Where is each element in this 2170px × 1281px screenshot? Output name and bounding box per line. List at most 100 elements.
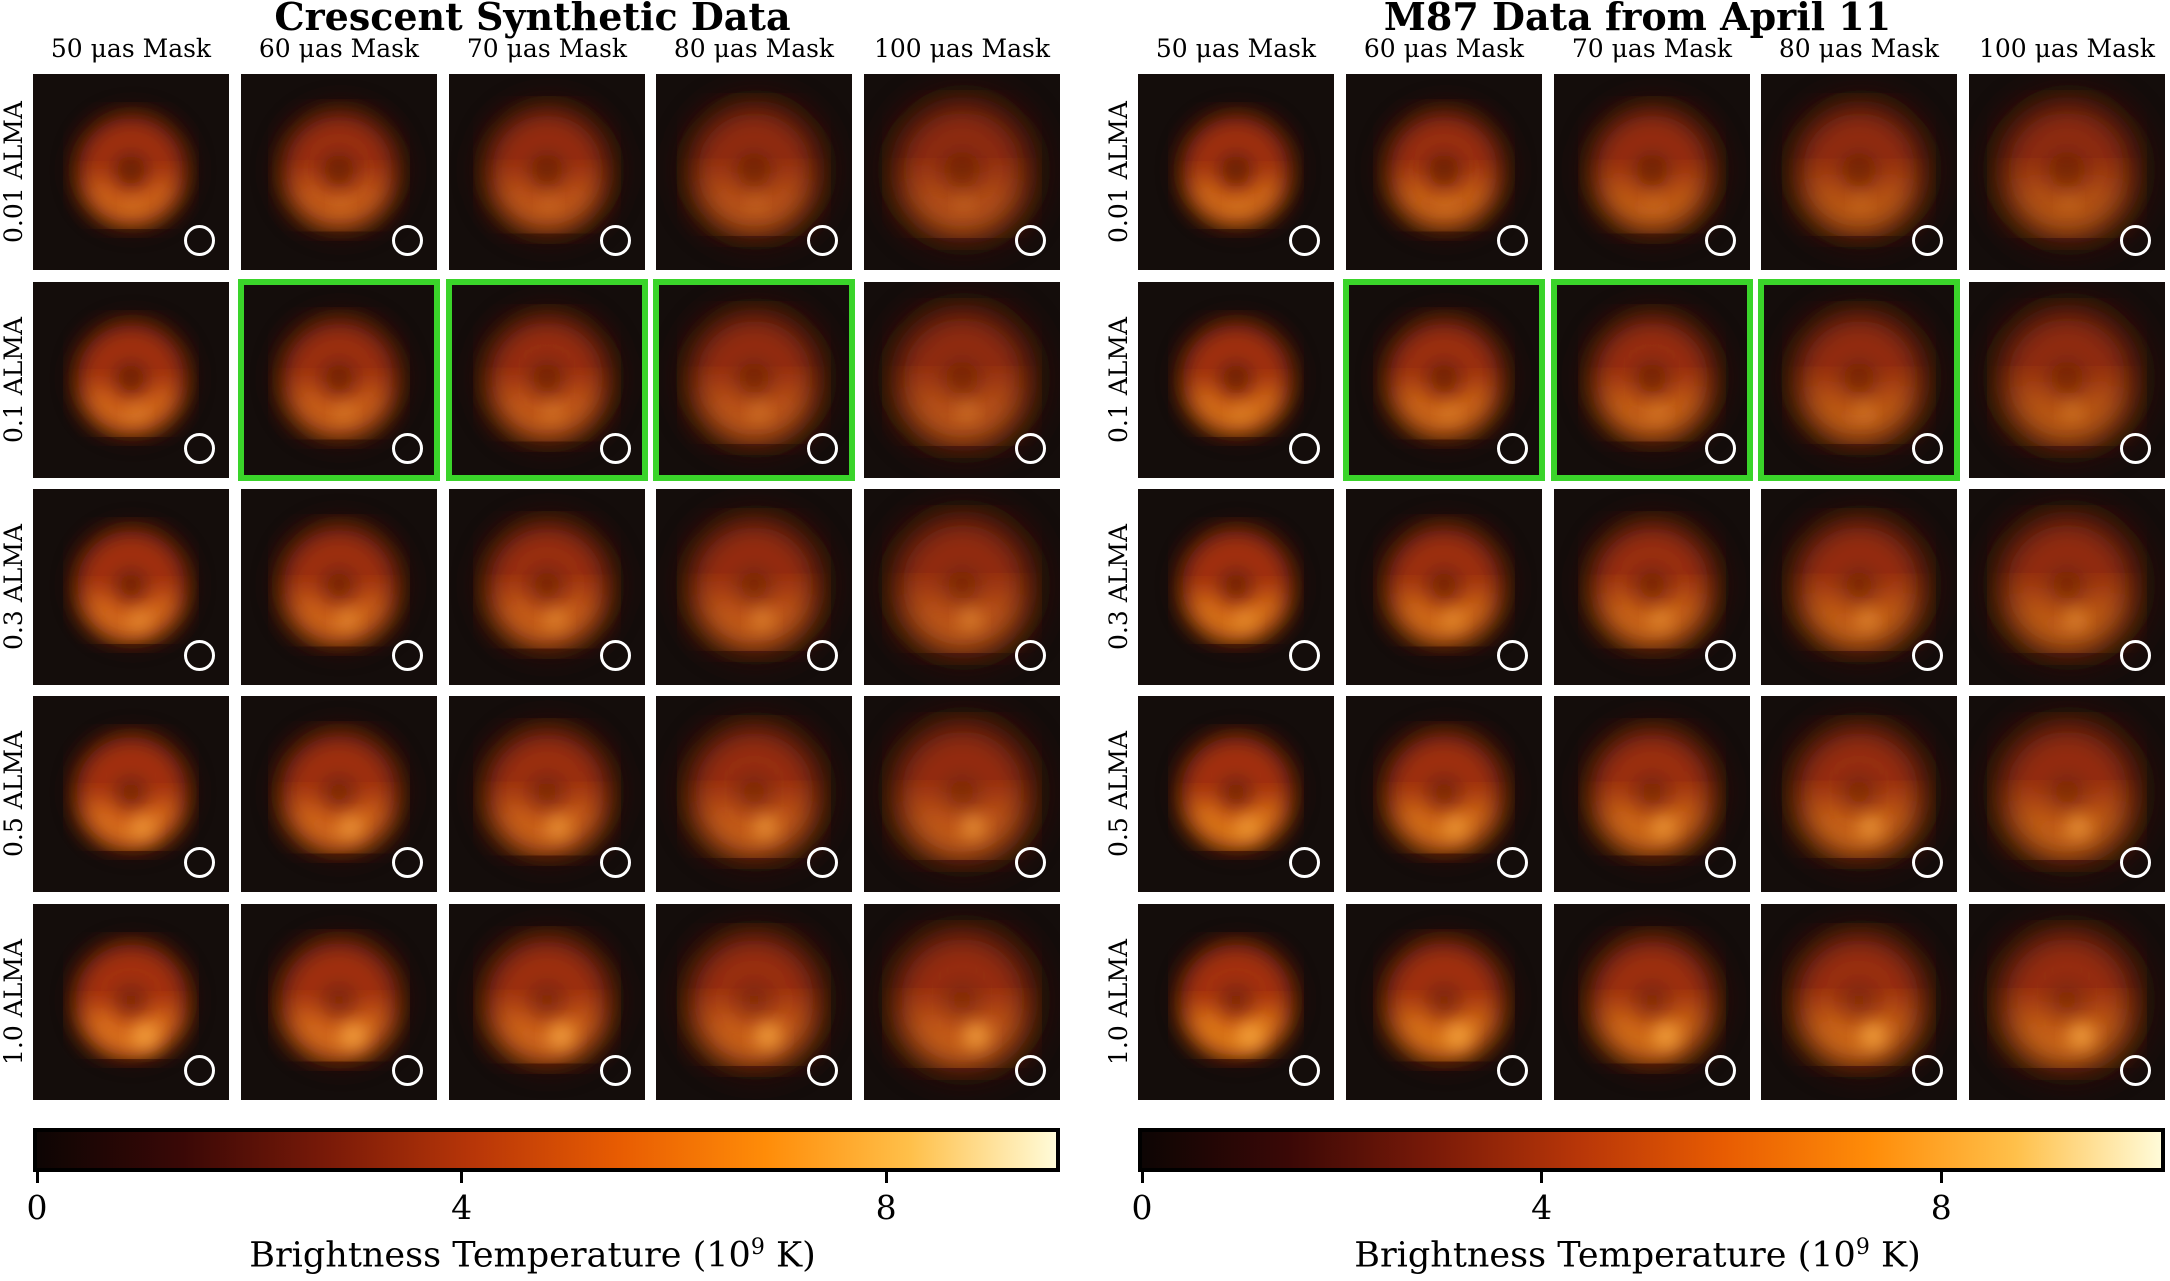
beam-circle-icon [1705,640,1736,671]
image-cell [1761,696,1957,892]
ring-image [1138,282,1334,478]
image-cell [1138,489,1334,685]
beam-circle-icon [1497,640,1528,671]
beam-circle-icon [1497,433,1528,464]
beam-circle-icon [392,640,423,671]
beam-circle-icon [392,433,423,464]
ring-image [1138,74,1334,270]
image-cell [1554,489,1750,685]
image-cell [1554,904,1750,1100]
image-cell [241,489,437,685]
image-cell [864,489,1060,685]
image-cell [1346,74,1542,270]
image-cell [864,696,1060,892]
beam-circle-icon [392,225,423,256]
beam-circle-icon [1015,433,1046,464]
ring-image [33,489,229,685]
image-cell [449,696,645,892]
image-cell [33,489,229,685]
image-cell [864,904,1060,1100]
beam-circle-icon [1289,433,1320,464]
image-cell [656,74,852,270]
row-label: 1.0 ALMA [0,939,28,1066]
image-cell [241,904,437,1100]
colorbar-tick [35,1172,39,1183]
beam-circle-icon [184,1055,215,1086]
image-cell [1138,696,1334,892]
ring-image [1969,489,2165,685]
beam-circle-icon [1289,847,1320,878]
beam-circle-icon [1015,847,1046,878]
image-cell [1761,74,1957,270]
beam-circle-icon [1497,847,1528,878]
colorbar-tick [884,1172,888,1183]
beam-circle-icon [600,640,631,671]
image-cell [33,696,229,892]
image-cell [449,904,645,1100]
image-cell [864,74,1060,270]
beam-circle-icon [2120,640,2151,671]
image-cell [1554,696,1750,892]
image-cell [1969,904,2165,1100]
image-cell [1346,489,1542,685]
beam-circle-icon [184,640,215,671]
beam-circle-icon [1289,640,1320,671]
column-header: 100 μas Mask [873,34,1051,63]
ring-image [241,904,437,1100]
column-header: 80 μas Mask [1778,34,1940,63]
beam-circle-icon [1912,847,1943,878]
ring-image [241,282,437,478]
image-cell [1758,279,1960,481]
image-cell [1138,282,1334,478]
colorbar-tick [460,1172,464,1183]
colorbar-tick-label: 8 [1930,1188,1952,1227]
ring-image [33,904,229,1100]
ring-image [33,74,229,270]
beam-circle-icon [184,847,215,878]
colorbar-tick [1939,1172,1943,1183]
beam-circle-icon [1705,847,1736,878]
beam-circle-icon [2120,433,2151,464]
ring-image [1969,904,2165,1100]
beam-circle-icon [1015,1055,1046,1086]
image-cell [449,489,645,685]
image-cell [446,279,648,481]
beam-circle-icon [1912,225,1943,256]
ring-image [241,489,437,685]
image-cell [33,74,229,270]
image-cell [864,282,1060,478]
image-cell [238,279,440,481]
column-header: 50 μas Mask [1155,34,1317,63]
beam-circle-icon [1705,225,1736,256]
colorbar-label: Brightness Temperature (109 K) [1105,1235,2170,1276]
beam-circle-icon [807,640,838,671]
ring-image [449,904,645,1100]
ring-image [1346,489,1542,685]
beam-circle-icon [1015,225,1046,256]
image-cell [1138,904,1334,1100]
ring-image [449,282,645,478]
image-cell [1969,282,2165,478]
image-cell [1346,696,1542,892]
beam-circle-icon [1497,1055,1528,1086]
colorbar-label-exponent: 9 [1855,1235,1870,1260]
beam-circle-icon [2120,225,2151,256]
column-header: 60 μas Mask [258,34,420,63]
image-cell [656,696,852,892]
beam-circle-icon [600,433,631,464]
panel-title: M87 Data from April 11 [1383,0,1892,39]
image-cell [241,74,437,270]
image-cell [656,904,852,1100]
row-label: 0.01 ALMA [1104,101,1133,243]
colorbar-label-text: Brightness Temperature (10 [249,1235,751,1276]
ring-image [449,489,645,685]
colorbar-tick [1540,1172,1544,1183]
image-cell [1554,74,1750,270]
ring-image [864,74,1060,270]
image-cell [1551,279,1753,481]
colorbar-label-unit: K) [1869,1235,1921,1276]
beam-circle-icon [1497,225,1528,256]
colorbar-tick-label: 0 [1131,1188,1153,1227]
image-cell [1969,74,2165,270]
beam-circle-icon [1912,433,1943,464]
